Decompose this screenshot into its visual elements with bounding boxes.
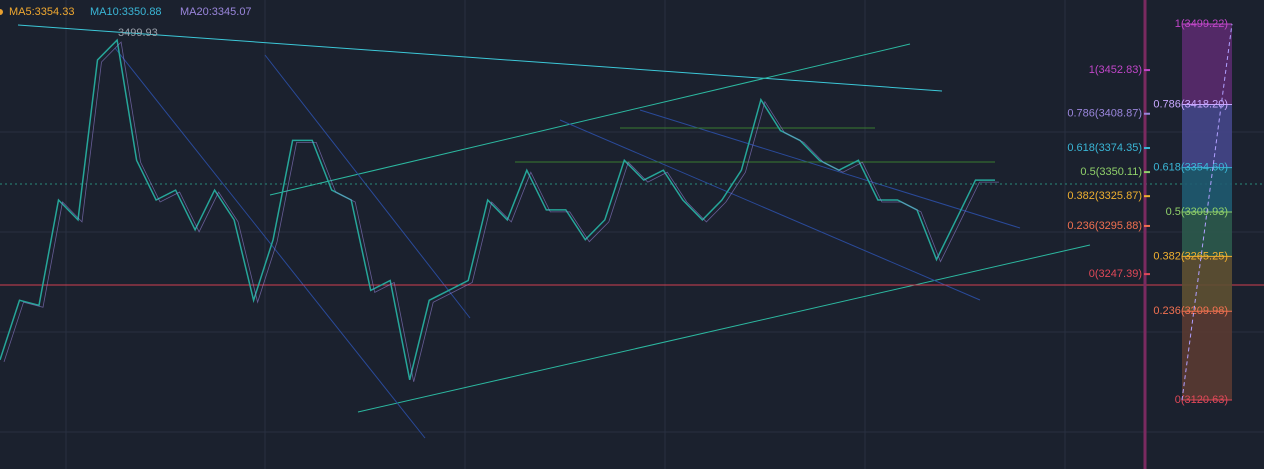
fib-label: 0(3247.39) <box>1089 268 1142 280</box>
fib-label: 0.618(3354.60) <box>1153 162 1228 174</box>
fib-label: 0.786(3418.20) <box>1153 98 1228 110</box>
fib-band <box>1182 104 1232 168</box>
price-line-ma <box>3 41 999 382</box>
high-label: 3499.93 <box>118 27 158 39</box>
fib-label: 0.5(3309.93) <box>1166 206 1228 218</box>
fib-band <box>1182 256 1232 312</box>
fib-label: 0.382(3325.87) <box>1067 190 1142 202</box>
fib-band <box>1182 167 1232 212</box>
ma10: MA10:3350.88 <box>90 6 162 18</box>
fib-label: 0.382(3265.25) <box>1153 250 1228 262</box>
fib-link <box>1181 23 1233 401</box>
fib-label: 0.618(3374.35) <box>1067 142 1142 154</box>
fib-label: 0(3120.63) <box>1175 394 1228 406</box>
fib-label: 0.786(3408.87) <box>1067 108 1142 120</box>
dot <box>0 9 3 15</box>
legend: MA5:3354.33 MA10:3350.88 MA20:3345.07 <box>0 6 252 18</box>
fib-band <box>1182 211 1232 257</box>
ma20: MA20:3345.07 <box>180 6 252 18</box>
fib-label: 0.236(3295.88) <box>1067 220 1142 232</box>
fib-label: 1(3499.22) <box>1175 18 1228 30</box>
fib-band <box>1182 311 1232 400</box>
fib-band <box>1182 24 1232 105</box>
fib-label: 1(3452.83) <box>1089 64 1142 76</box>
ma5: MA5:3354.33 <box>9 6 74 18</box>
fib-label: 0.236(3209.98) <box>1153 305 1228 317</box>
fib-label: 0.5(3350.11) <box>1080 166 1142 178</box>
